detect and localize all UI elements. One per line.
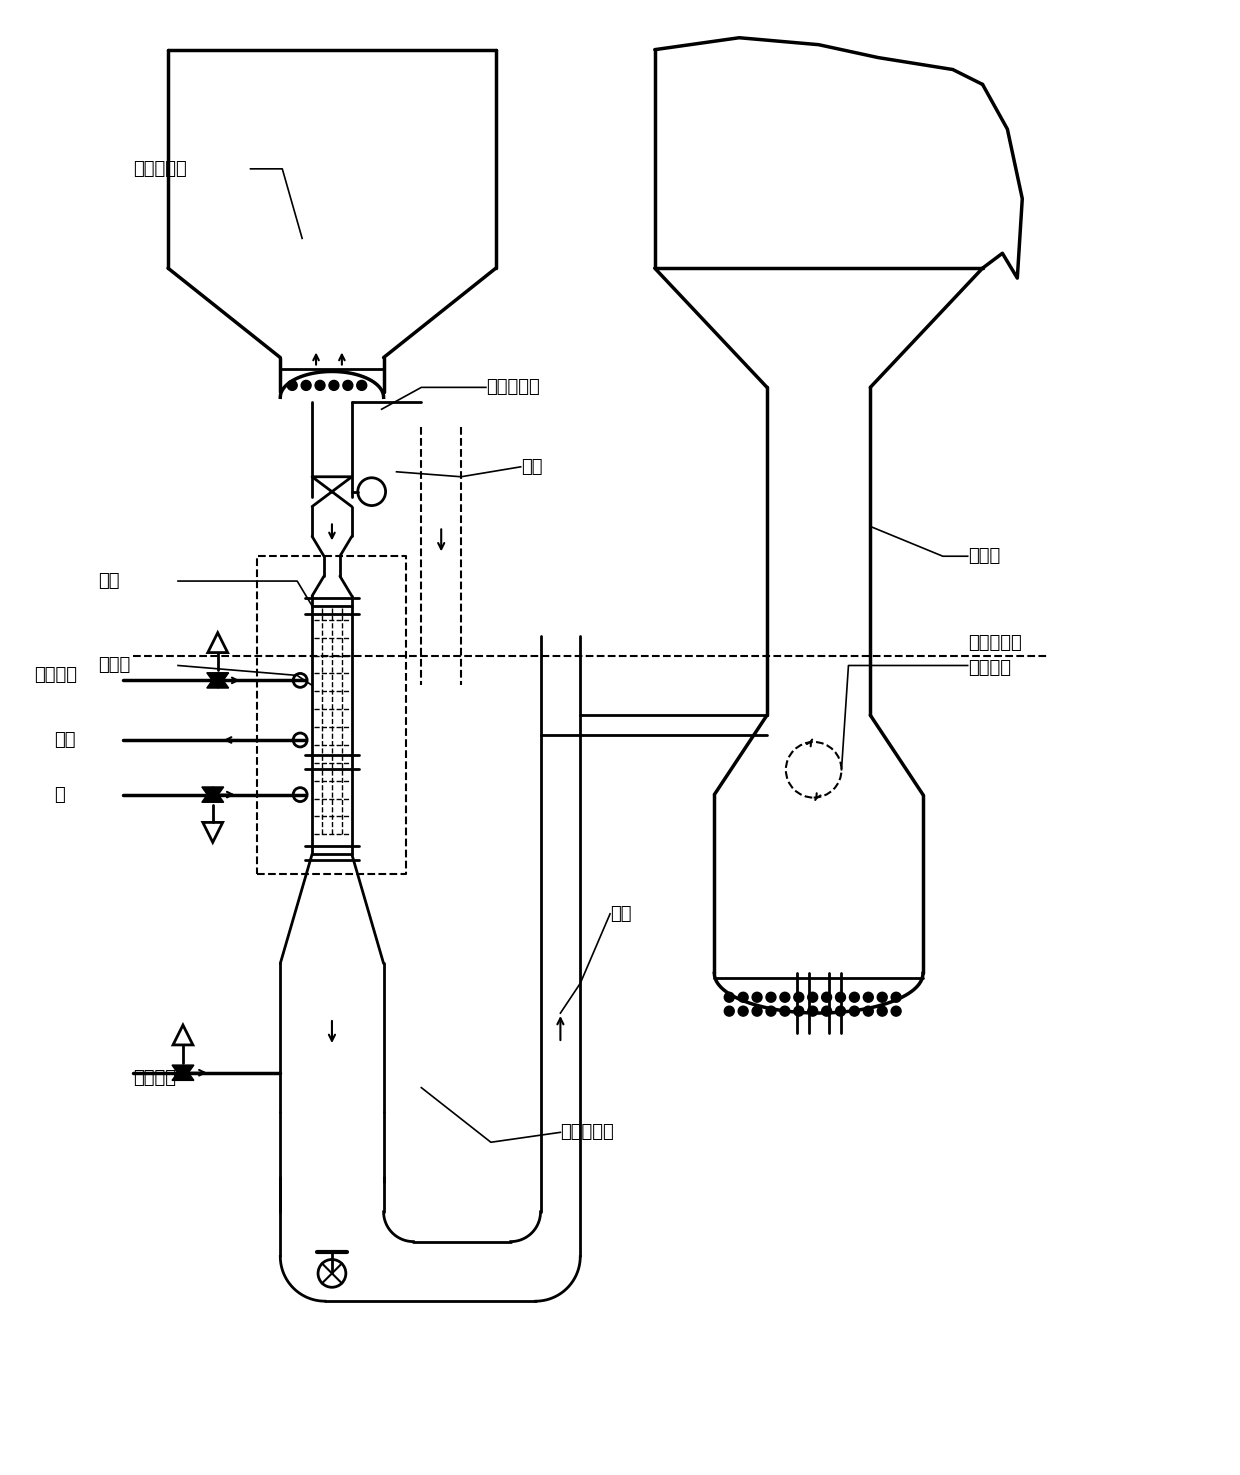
Circle shape [807,993,817,1002]
Circle shape [288,381,298,391]
Circle shape [836,993,846,1002]
Circle shape [780,1006,790,1016]
Circle shape [343,381,353,391]
Circle shape [863,993,873,1002]
Text: 温度测量与
控制系统: 温度测量与 控制系统 [967,634,1022,677]
Circle shape [822,1006,832,1016]
Circle shape [724,1006,734,1016]
Circle shape [301,381,311,391]
Text: 高温催化剂: 高温催化剂 [486,379,539,397]
Circle shape [315,381,325,391]
Circle shape [738,1006,748,1016]
Text: 流化介质: 流化介质 [133,1069,176,1087]
Polygon shape [207,673,228,687]
Circle shape [877,1006,887,1016]
Text: 换热器: 换热器 [98,656,130,674]
Text: 再生燃烧室: 再生燃烧室 [133,159,187,178]
Text: 支管: 支管 [98,572,120,590]
Polygon shape [207,673,228,687]
Polygon shape [172,1065,193,1080]
Circle shape [892,993,901,1002]
Text: 水: 水 [53,786,64,804]
Circle shape [807,1006,817,1016]
Text: 反应器: 反应器 [967,547,999,565]
Circle shape [849,1006,859,1016]
Text: 蒸汽: 蒸汽 [53,732,76,749]
Circle shape [329,381,339,391]
Circle shape [738,993,748,1002]
Circle shape [822,993,832,1002]
Circle shape [766,993,776,1002]
Circle shape [724,993,734,1002]
Polygon shape [172,1065,193,1080]
Text: 支管: 支管 [521,457,542,476]
Polygon shape [202,788,223,802]
Text: 再生催化剂: 再生催化剂 [560,1124,614,1142]
Circle shape [766,1006,776,1016]
Circle shape [753,993,763,1002]
Circle shape [794,993,804,1002]
Text: 流化介质: 流化介质 [33,667,77,684]
Circle shape [892,1006,901,1016]
Polygon shape [202,788,223,802]
Circle shape [863,1006,873,1016]
Circle shape [849,993,859,1002]
Circle shape [836,1006,846,1016]
Circle shape [780,993,790,1002]
Circle shape [357,381,367,391]
Text: 导管: 导管 [610,904,631,923]
Circle shape [794,1006,804,1016]
Circle shape [877,993,887,1002]
Circle shape [753,1006,763,1016]
